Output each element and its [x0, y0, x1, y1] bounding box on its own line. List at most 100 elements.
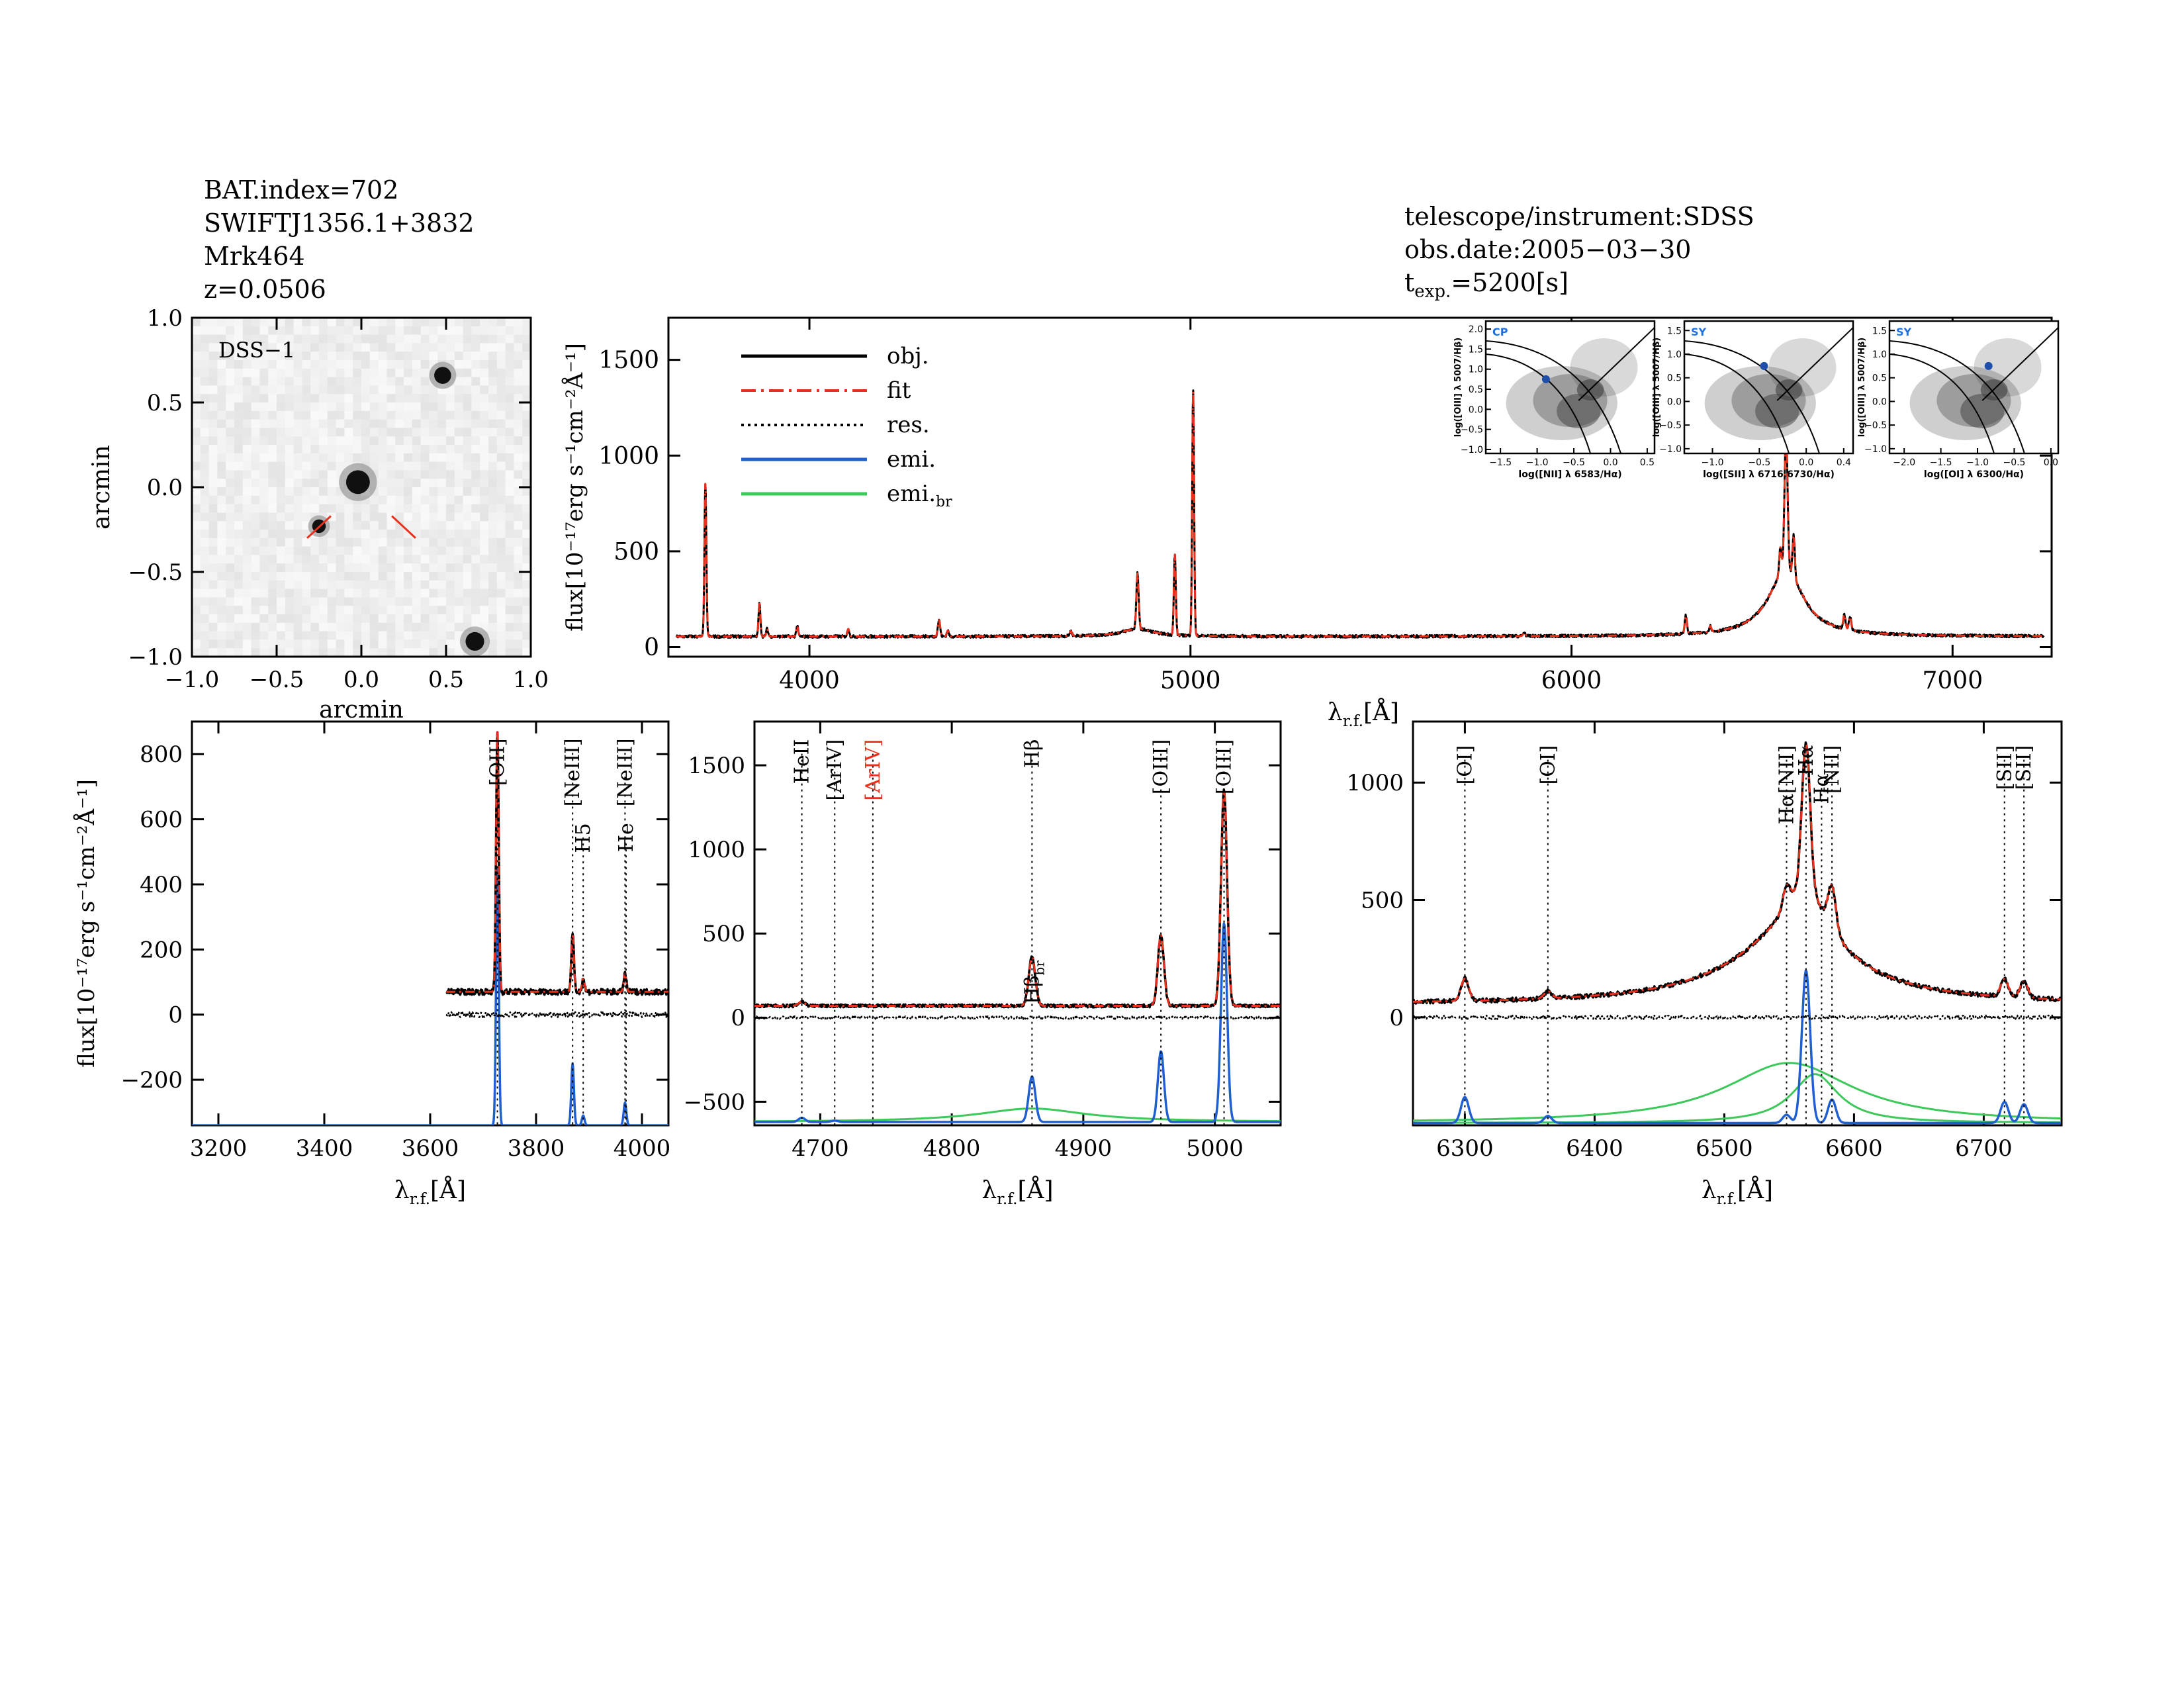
- pixel: [208, 385, 218, 395]
- pointer-line-left: [306, 515, 332, 539]
- pixel: [319, 470, 328, 479]
- pixel: [463, 453, 472, 463]
- pixel: [471, 428, 480, 437]
- pixel: [437, 318, 447, 327]
- pixel: [310, 572, 320, 581]
- pixel: [310, 588, 320, 598]
- pixel: [429, 631, 438, 640]
- pixel: [353, 402, 362, 412]
- pixel: [226, 410, 235, 420]
- pixel: [327, 546, 337, 555]
- pixel: [285, 318, 295, 327]
- pixel: [344, 419, 353, 428]
- pixel: [327, 461, 337, 471]
- pixel: [463, 521, 472, 530]
- pixel: [285, 343, 295, 352]
- x-tick-label: −1.0: [1966, 457, 1989, 468]
- pixel: [454, 470, 464, 479]
- pixel: [361, 402, 371, 412]
- pixel: [446, 479, 455, 488]
- pixel: [310, 360, 320, 369]
- pixel: [446, 470, 455, 479]
- pixel: [463, 504, 472, 513]
- pixel: [251, 546, 260, 555]
- pixel: [361, 580, 371, 590]
- pixel: [259, 588, 269, 598]
- pixel: [336, 631, 345, 640]
- pixel: [454, 419, 464, 428]
- pixel: [327, 385, 337, 395]
- pixel: [226, 318, 235, 327]
- y-tick-label: 0.0: [1872, 397, 1887, 407]
- pixel: [293, 402, 302, 412]
- pixel: [412, 461, 422, 471]
- pixel: [404, 580, 413, 590]
- pixel: [378, 563, 387, 573]
- pixel: [192, 385, 201, 395]
- line-marker-label: [NeIII]: [561, 738, 584, 806]
- pixel: [369, 606, 379, 615]
- pixel: [353, 512, 362, 522]
- x-tick-label: 6400: [1566, 1135, 1623, 1162]
- pixel: [310, 377, 320, 386]
- pixel: [412, 410, 422, 420]
- x-tick-label: −1.0: [1702, 457, 1724, 468]
- pixel: [412, 377, 422, 386]
- pixel: [514, 631, 523, 640]
- pixel: [387, 334, 396, 344]
- pixel: [336, 436, 345, 445]
- pixel: [361, 352, 371, 361]
- pixel: [387, 352, 396, 361]
- pixel: [208, 343, 218, 352]
- pixel: [200, 606, 210, 615]
- pixel: [277, 318, 286, 327]
- pixel: [226, 606, 235, 615]
- pixel: [226, 470, 235, 479]
- pixel: [505, 588, 514, 598]
- pixel: [226, 343, 235, 352]
- pixel: [310, 428, 320, 437]
- pixel: [285, 614, 295, 624]
- pixel: [437, 648, 447, 657]
- pixel: [327, 639, 337, 649]
- pixel: [522, 428, 531, 437]
- pixel: [404, 614, 413, 624]
- x-tick-label: 4000: [614, 1135, 671, 1162]
- pixel: [208, 368, 218, 378]
- pixel: [217, 394, 226, 403]
- pixel: [471, 580, 480, 590]
- pixel: [361, 334, 371, 344]
- pixel: [251, 479, 260, 488]
- pixel: [429, 555, 438, 564]
- pixel: [268, 580, 277, 590]
- pixel: [412, 538, 422, 547]
- pixel: [378, 622, 387, 632]
- pixel: [259, 614, 269, 624]
- pixel: [522, 436, 531, 445]
- pixel: [463, 470, 472, 479]
- pixel: [285, 479, 295, 488]
- pixel: [522, 394, 531, 403]
- pixel: [285, 521, 295, 530]
- pixel: [234, 385, 244, 395]
- x-tick-label: 1.0: [513, 667, 549, 693]
- pixel: [293, 563, 302, 573]
- pixel: [471, 360, 480, 369]
- series-emi-br: [1413, 1062, 2062, 1122]
- pixel: [310, 402, 320, 412]
- pixel: [259, 326, 269, 336]
- pixel: [327, 436, 337, 445]
- pixel: [217, 639, 226, 649]
- pixel: [259, 563, 269, 573]
- pixel: [268, 394, 277, 403]
- pixel: [420, 352, 430, 361]
- bpt-class-label: SY: [1691, 326, 1707, 338]
- pixel: [454, 504, 464, 513]
- pixel: [259, 453, 269, 463]
- pixel: [259, 487, 269, 496]
- pixel: [522, 563, 531, 573]
- pixel: [361, 385, 371, 395]
- pixel: [361, 394, 371, 403]
